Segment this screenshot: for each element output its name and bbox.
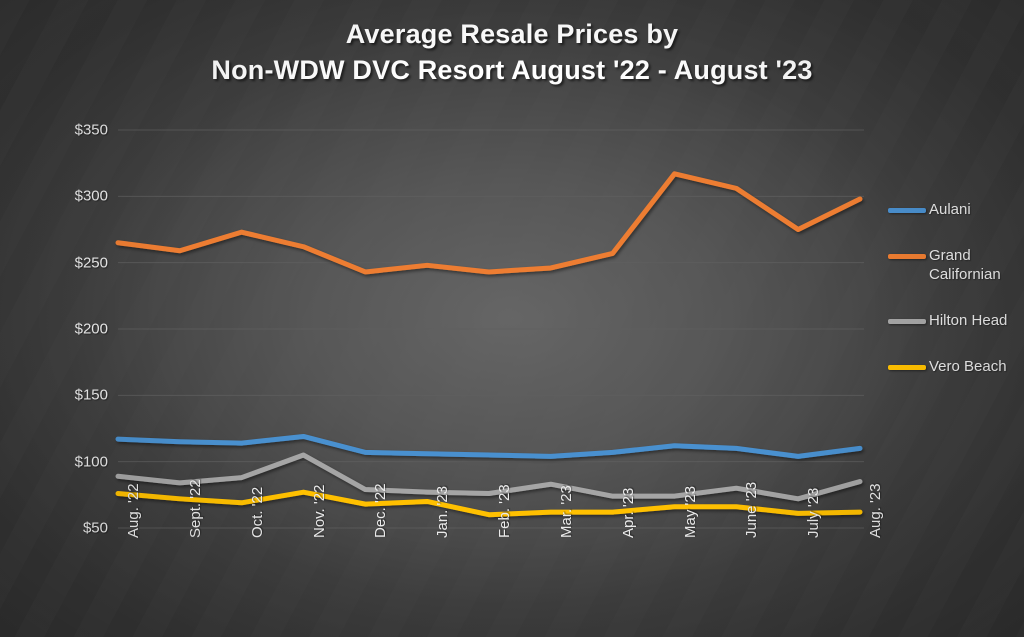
gridlines	[118, 129, 864, 529]
x-axis-tick-label: Aug. '22	[125, 483, 142, 538]
x-axis-tick-label: Oct. '22	[248, 486, 266, 538]
legend-item[interactable]: Grand Californian	[888, 246, 1022, 284]
legend-swatch-icon	[888, 365, 926, 370]
series-line-hilton-head	[115, 452, 863, 502]
x-axis-tick-label: Aug. '23	[867, 483, 884, 538]
data-series-group	[115, 171, 863, 518]
y-axis-tick-label: $200	[74, 320, 108, 338]
y-axis-tick-label: $150	[74, 386, 108, 404]
series-line-vero-beach	[115, 489, 863, 518]
x-axis-tick-label: Nov. '22	[310, 484, 328, 538]
chart-legend: Aulani Grand Californian Hilton Head Vero B…	[888, 200, 1022, 403]
legend-swatch-icon	[888, 319, 926, 324]
y-axis-tick-label: $250	[74, 254, 108, 272]
y-axis-tick-label: $350	[74, 121, 108, 139]
legend-swatch-icon	[888, 254, 926, 259]
y-axis-tick-label: $100	[74, 453, 108, 471]
chart-title: Average Resale Prices by Non-WDW DVC Res…	[211, 19, 813, 85]
x-axis-tick-label: Mar. '23	[557, 485, 575, 538]
series-line-aulani	[115, 433, 863, 459]
y-axis: $350 $300 $250 $200 $150 $100 $50	[40, 0, 108, 637]
x-axis-tick-label: Dec. '22	[372, 483, 390, 538]
y-axis-tick-label: $50	[82, 519, 108, 537]
series-line-grand-californian	[115, 171, 863, 275]
x-axis-tick-label: May '23	[681, 485, 699, 538]
x-axis-tick-label: Feb. '23	[496, 484, 513, 538]
legend-label: Grand Californian	[929, 247, 1001, 283]
legend-label: Vero Beach	[929, 358, 1007, 375]
legend-item[interactable]: Aulani	[888, 200, 1022, 219]
legend-label: Hilton Head	[929, 312, 1008, 329]
x-axis-tick-label: Sept. '22	[186, 479, 204, 538]
x-axis-tick-label: June '23	[743, 481, 761, 538]
legend-swatch-icon	[888, 208, 926, 213]
x-axis-tick-label: July '23	[805, 487, 823, 538]
legend-item[interactable]: Vero Beach	[888, 357, 1022, 376]
legend-item[interactable]: Hilton Head	[888, 311, 1022, 330]
x-axis-tick-label: Apr. '23	[619, 487, 637, 538]
legend-label: Aulani	[929, 201, 971, 218]
x-axis-tick-label: Jan. '23	[434, 485, 452, 538]
y-axis-tick-label: $300	[74, 187, 108, 205]
